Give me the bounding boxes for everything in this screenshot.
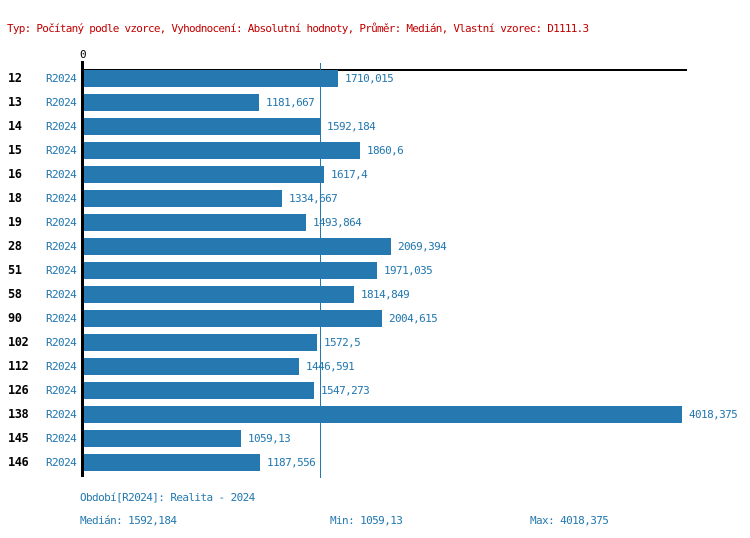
bar-row: 138 R2024 4018,375 [0, 406, 750, 423]
bar-row: 28 R2024 2069,394 [0, 238, 750, 255]
category-label: 14 [8, 119, 22, 133]
category-label: 15 [8, 143, 22, 157]
bar [83, 70, 338, 87]
category-label: 12 [8, 71, 22, 85]
series-label: R2024 [46, 264, 77, 277]
bar [83, 286, 354, 303]
footer-median-label: Medián: 1592,184 [80, 514, 177, 527]
bar-row: 14 R2024 1592,184 [0, 118, 750, 135]
bar-row: 12 R2024 1710,015 [0, 70, 750, 87]
category-label: 28 [8, 239, 22, 253]
bar-value-label: 1181,667 [266, 96, 315, 109]
category-label: 112 [8, 359, 29, 373]
series-label: R2024 [46, 456, 77, 469]
bar-value-label: 1446,591 [306, 360, 355, 373]
bar-row: 102 R2024 1572,5 [0, 334, 750, 351]
bar [83, 262, 377, 279]
series-label: R2024 [46, 408, 77, 421]
bar-value-label: 1710,015 [345, 72, 394, 85]
series-label: R2024 [46, 360, 77, 373]
bar-value-label: 1572,5 [324, 336, 361, 349]
category-label: 19 [8, 215, 22, 229]
bar [83, 310, 382, 327]
series-label: R2024 [46, 96, 77, 109]
series-label: R2024 [46, 240, 77, 253]
x-axis-zero-tick-label: 0 [79, 48, 87, 61]
bar [83, 406, 682, 423]
category-label: 58 [8, 287, 22, 301]
footer-period-label: Období[R2024]: Realita - 2024 [80, 491, 255, 504]
category-label: 145 [8, 431, 29, 445]
bar [83, 118, 320, 135]
category-label: 102 [8, 335, 29, 349]
footer-max-label: Max: 4018,375 [530, 514, 609, 527]
series-label: R2024 [46, 192, 77, 205]
bar-value-label: 2069,394 [398, 240, 447, 253]
bar [83, 214, 306, 231]
series-label: R2024 [46, 216, 77, 229]
bar-row: 146 R2024 1187,556 [0, 454, 750, 471]
bar [83, 94, 259, 111]
report-settings-line: Typ: Počítaný podle vzorce, Vyhodnocení:… [7, 22, 589, 35]
bar-row: 15 R2024 1860,6 [0, 142, 750, 159]
series-label: R2024 [46, 144, 77, 157]
bar-value-label: 1187,556 [267, 456, 316, 469]
bar-value-label: 4018,375 [689, 408, 738, 421]
bar [83, 142, 360, 159]
bar [83, 190, 282, 207]
x-axis-line [82, 69, 687, 71]
category-label: 138 [8, 407, 29, 421]
series-label: R2024 [46, 312, 77, 325]
category-label: 13 [8, 95, 22, 109]
bar-row: 145 R2024 1059,13 [0, 430, 750, 447]
bar-row: 18 R2024 1334,667 [0, 190, 750, 207]
bar-row: 13 R2024 1181,667 [0, 94, 750, 111]
series-label: R2024 [46, 384, 77, 397]
bar [83, 334, 317, 351]
category-label: 146 [8, 455, 29, 469]
bar-value-label: 1547,273 [321, 384, 370, 397]
bar-row: 16 R2024 1617,4 [0, 166, 750, 183]
bar [83, 358, 299, 375]
category-label: 90 [8, 311, 22, 325]
bar-row: 58 R2024 1814,849 [0, 286, 750, 303]
bar-value-label: 1059,13 [248, 432, 291, 445]
bar-row: 112 R2024 1446,591 [0, 358, 750, 375]
bar-value-label: 1592,184 [327, 120, 376, 133]
series-label: R2024 [46, 336, 77, 349]
bar-value-label: 1617,4 [331, 168, 368, 181]
bar-row: 126 R2024 1547,273 [0, 382, 750, 399]
bar-value-label: 1493,864 [313, 216, 362, 229]
bar [83, 238, 391, 255]
category-label: 18 [8, 191, 22, 205]
bar [83, 166, 324, 183]
bar-value-label: 1971,035 [384, 264, 433, 277]
bar-value-label: 1814,849 [361, 288, 410, 301]
series-label: R2024 [46, 72, 77, 85]
footer-min-label: Min: 1059,13 [330, 514, 403, 527]
series-label: R2024 [46, 120, 77, 133]
bar [83, 454, 260, 471]
bar-value-label: 1860,6 [367, 144, 404, 157]
category-label: 51 [8, 263, 22, 277]
bar-value-label: 1334,667 [289, 192, 338, 205]
y-axis-line [81, 61, 84, 477]
series-label: R2024 [46, 288, 77, 301]
category-label: 16 [8, 167, 22, 181]
bar-row: 19 R2024 1493,864 [0, 214, 750, 231]
bar-row: 51 R2024 1971,035 [0, 262, 750, 279]
category-label: 126 [8, 383, 29, 397]
series-label: R2024 [46, 432, 77, 445]
series-label: R2024 [46, 168, 77, 181]
bar [83, 382, 314, 399]
bar-row: 90 R2024 2004,615 [0, 310, 750, 327]
bar [83, 430, 241, 447]
bar-value-label: 2004,615 [389, 312, 438, 325]
